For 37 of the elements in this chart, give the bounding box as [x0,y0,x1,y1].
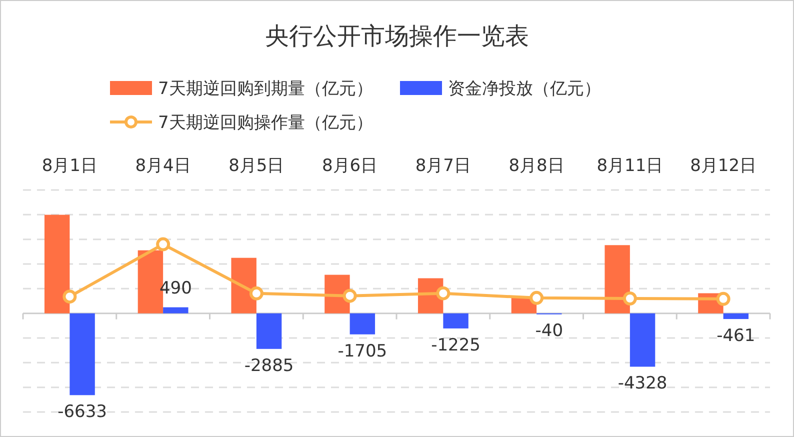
point [62,290,77,304]
point [436,286,450,300]
data-label: -40 [535,320,564,341]
bar [723,313,749,320]
x-tick-label: 8月4日 [135,156,191,176]
data-label: -1705 [338,341,388,362]
bar [231,258,256,314]
x-tick-label: 8月7日 [415,156,472,176]
bar [443,313,468,328]
bar [44,214,70,314]
x-tick-label: 8月6日 [322,156,378,176]
data-label: -4328 [618,374,668,394]
data-label: -461 [716,326,756,346]
bar [256,313,282,349]
point [716,292,730,306]
point [342,288,357,303]
point [156,237,170,252]
point [249,286,264,300]
x-tick-label: 8月5日 [228,156,284,176]
bar [163,307,188,314]
bar [350,313,376,334]
legend-label: 7天期逆回购操作量（亿元） [158,113,373,133]
bar [604,245,630,314]
bar [70,313,95,396]
x-tick-label: 8月1日 [42,156,98,176]
point [622,292,637,306]
point [530,290,544,305]
x-tick-label: 8月12日 [690,156,757,176]
x-tick-label: 8月8日 [508,156,564,176]
x-tick-label: 8月11日 [596,156,664,176]
data-label: -2885 [244,356,294,376]
chart-title: 央行公开市场操作一览表 [265,22,529,50]
data-label: -6633 [58,402,107,422]
bar [630,313,656,367]
legend-label: 资金净投放（亿元） [448,79,601,99]
data-label: -1225 [431,335,480,356]
legend-label: 7天期逆回购到期量（亿元） [158,79,373,99]
